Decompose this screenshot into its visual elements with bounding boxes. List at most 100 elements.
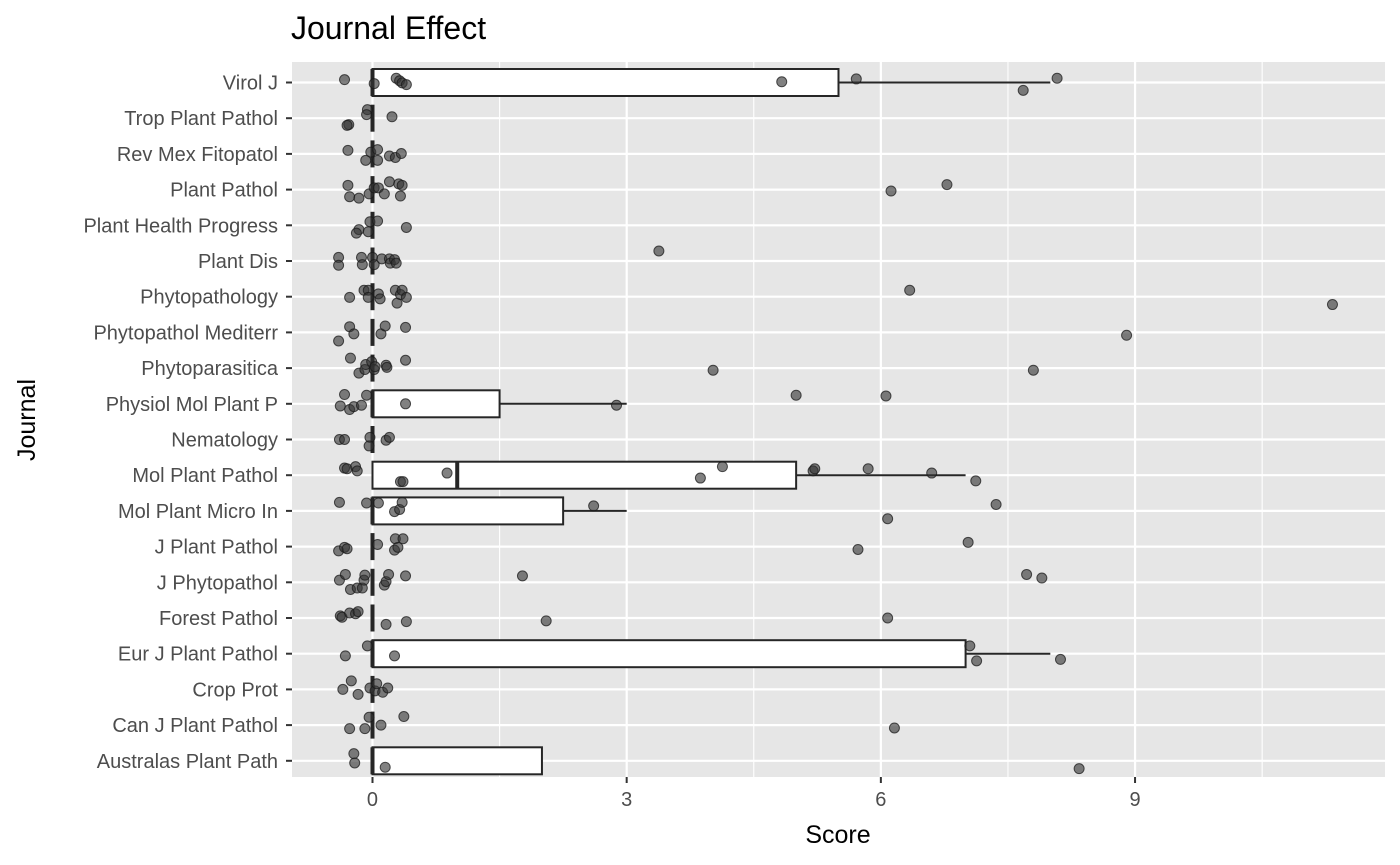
data-point [361, 109, 373, 121]
boxplot-boxes [370, 68, 1051, 776]
data-point [400, 616, 412, 628]
data-point [383, 568, 395, 580]
data-point [361, 389, 373, 401]
data-point [653, 245, 665, 257]
data-point [809, 463, 821, 475]
box-physiol-mol-plant-p [370, 389, 627, 419]
data-point [372, 144, 384, 156]
y-tick-label: J Plant Pathol [155, 537, 278, 559]
y-axis: Virol J Trop Plant Pathol Rev Mex Fitopato… [83, 73, 292, 773]
box-iqr [371, 460, 798, 490]
data-point [776, 76, 788, 88]
data-point [368, 78, 380, 90]
data-point [516, 570, 528, 582]
data-point [383, 176, 395, 188]
data-point [970, 475, 982, 487]
data-point [344, 352, 356, 364]
data-point [386, 111, 398, 123]
data-point [962, 536, 974, 548]
data-point [333, 335, 345, 347]
data-point [369, 361, 381, 373]
data-point [400, 398, 412, 410]
data-point [382, 682, 394, 694]
data-point [716, 461, 728, 473]
data-point [363, 440, 375, 452]
data-point [337, 683, 349, 695]
data-point [378, 188, 390, 200]
data-point [381, 361, 393, 373]
y-tick-label: Eur J Plant Pathol [118, 644, 278, 666]
data-point [862, 463, 874, 475]
data-point [372, 154, 384, 166]
data-point [351, 465, 363, 477]
y-tick-label: Mol Plant Micro In [118, 501, 278, 523]
data-point [339, 568, 351, 580]
data-point [1326, 299, 1338, 311]
data-point [372, 538, 384, 550]
data-point [396, 179, 408, 191]
data-point [350, 227, 362, 239]
data-point [441, 467, 453, 479]
data-point [990, 498, 1002, 510]
data-point [341, 119, 353, 131]
data-point [339, 650, 351, 662]
data-point [394, 190, 406, 202]
data-point [400, 221, 412, 233]
chart-title: Journal Effect [291, 10, 486, 46]
data-point [904, 284, 916, 296]
plot-panel [292, 62, 1385, 777]
y-tick-label: Can J Plant Pathol [112, 715, 278, 737]
y-tick-label: Phytopathol Mediterr [93, 322, 278, 344]
y-tick-label: Nematology [171, 430, 278, 452]
x-tick-label: 6 [875, 789, 886, 811]
box-virol-j [370, 68, 1051, 97]
data-point [888, 722, 900, 734]
data-point [372, 215, 384, 227]
y-tick-label: Phytoparasitica [141, 358, 279, 380]
data-point [342, 179, 354, 191]
data-point [359, 723, 371, 735]
data-point [389, 650, 401, 662]
data-point [882, 513, 894, 525]
data-point [400, 79, 412, 91]
data-point [362, 226, 374, 238]
data-point [707, 364, 719, 376]
data-point [397, 476, 409, 488]
data-point [355, 399, 367, 411]
data-point [392, 541, 404, 553]
y-tick-label: Phytopathology [140, 287, 278, 309]
data-point [353, 192, 365, 204]
data-point [372, 497, 384, 509]
data-point [395, 148, 407, 160]
data-point [352, 606, 364, 618]
data-point [1054, 653, 1066, 665]
data-point [362, 291, 374, 303]
box-iqr [371, 639, 967, 669]
data-point [339, 434, 351, 445]
data-point [1051, 72, 1063, 84]
data-point [885, 185, 897, 197]
data-point [368, 259, 380, 271]
data-point [349, 757, 361, 769]
data-point [345, 675, 357, 687]
data-point [611, 399, 623, 411]
y-tick-label: Virol J [223, 73, 278, 95]
data-point [400, 321, 412, 333]
data-point [941, 179, 953, 191]
data-points [333, 72, 1338, 775]
data-point [344, 291, 356, 303]
data-point [341, 543, 353, 555]
data-point [339, 389, 351, 401]
y-tick-label: Forest Pathol [159, 608, 278, 630]
data-point [360, 154, 372, 166]
data-point [852, 543, 864, 555]
data-point [334, 400, 346, 412]
data-point [588, 500, 600, 512]
data-point [333, 259, 345, 271]
data-point [1027, 364, 1039, 376]
data-point [361, 640, 373, 652]
x-axis-title: Score [805, 821, 870, 849]
data-point [379, 761, 391, 773]
data-point [356, 259, 368, 271]
